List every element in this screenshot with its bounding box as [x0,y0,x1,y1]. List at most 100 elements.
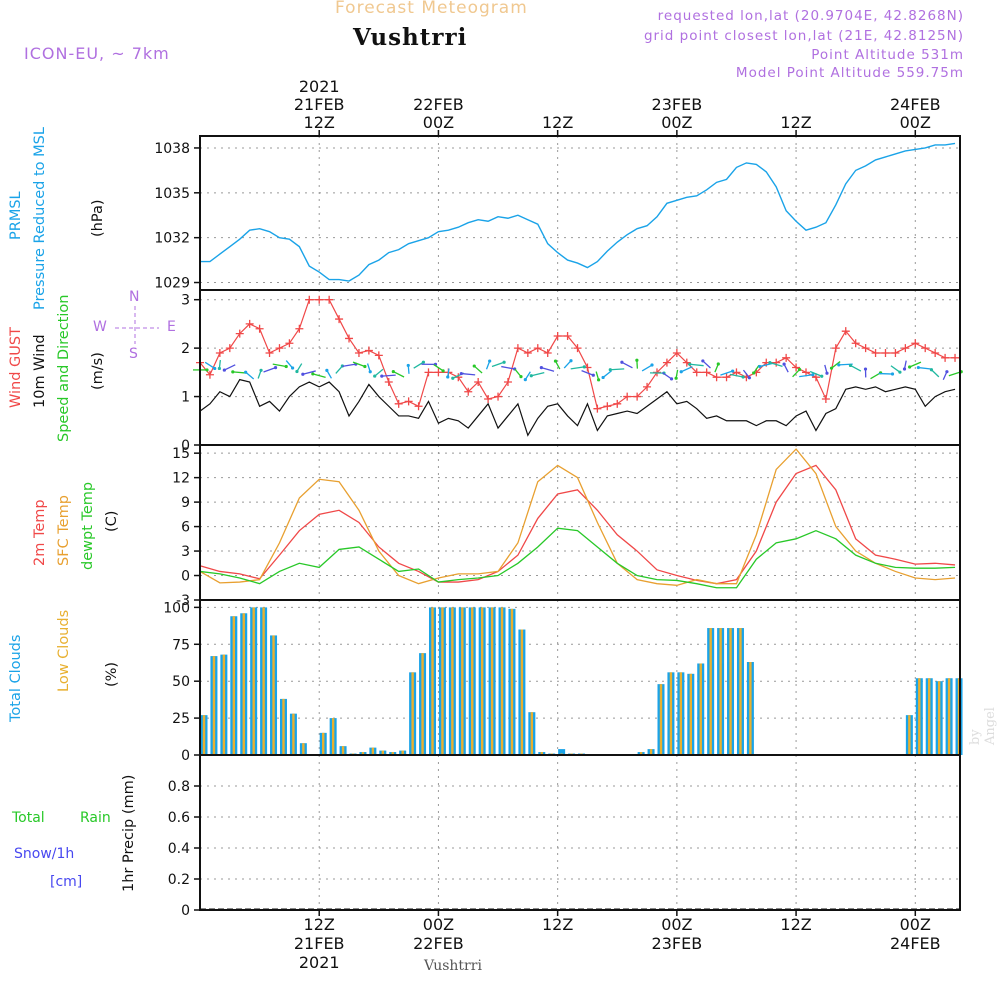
wind-arrow-head [231,370,235,374]
gust-marker [951,353,960,362]
wind-arrow-head [837,363,841,367]
gust-marker [484,394,493,403]
gust-marker [931,348,940,357]
wind-arrow-head [441,369,445,373]
low-cloud-bar [471,607,474,755]
wind-direction-arrow [729,373,744,378]
low-cloud-bar [411,672,414,755]
compass-w: W [93,319,107,335]
y-tick-label: 0 [181,438,190,454]
top-date-label: 23FEB [652,95,703,114]
wind-speed-dir-label: Speed and Direction [56,294,72,442]
wind-direction-arrow [263,367,276,373]
wind-arrow-head [898,370,902,374]
wind-arrow-head [259,368,263,372]
top-date-label: 21FEB [294,95,345,114]
low-cloud-bar [262,607,265,755]
low-cloud-bar [480,607,484,755]
gust-marker [374,351,383,360]
gust-marker [772,358,781,367]
low-cloud-bar [729,628,732,755]
wind-arrow-head [716,362,720,366]
wind-direction-arrow [792,369,801,378]
compass-s: S [129,346,138,362]
low-cloud-bar [490,607,494,755]
low-cloud-bar [461,607,464,755]
wind-arrow-head [569,359,573,363]
y-tick-label: 6 [181,520,190,536]
wind-direction-arrow [272,363,287,368]
gust-marker [235,329,244,338]
wind-arrow-head [752,371,756,375]
wind-direction-arrow [570,366,585,370]
gust-marker [325,295,334,304]
wind-arrow-head [782,362,786,366]
point-altitude: Point Altitude 531m [811,47,964,63]
low-cloud-bar [302,743,305,755]
gust-marker [494,392,503,401]
wind-arrow-head [421,360,426,364]
y-tick-label: 0 [181,903,190,919]
low-cloud-bar [947,678,951,755]
precip-total-label: Total [12,810,45,826]
wind-arrow-head [741,375,745,379]
wind-arrow-head [608,368,612,372]
gust-marker [305,295,314,304]
wind-direction-arrow [342,363,356,367]
gust-marker [911,339,920,348]
wind-direction-arrow [501,365,515,370]
wind-arrow-head [380,374,384,378]
wind-direction-arrow [541,367,555,372]
y-tick-label: 50 [172,674,190,690]
y-tick-label: 1032 [154,231,190,247]
wind-direction-arrow [335,365,343,374]
gust-marker [295,324,304,333]
low-cloud-bar [341,746,345,755]
wind-arrow-head [553,359,558,363]
gust-marker [682,358,691,367]
top-hour-label: 00Z [661,113,692,132]
wind-arrow-head [902,367,907,371]
gust-marker [851,339,860,348]
low-cloud-bar [649,749,653,755]
wind-direction-arrow [799,374,813,378]
wind-arrow-head [825,371,829,375]
footer-location: Vushtrri [424,958,482,974]
gust-marker [364,346,373,355]
gust-marker [225,344,234,353]
y-tick-label: 100 [163,600,190,616]
wind-direction-arrow [312,373,326,378]
low-cloud-bar [451,607,454,755]
wind-arrow-head [373,374,377,378]
gust-marker [543,348,552,357]
wind-direction-arrow [641,364,653,372]
wind-direction-arrow [702,360,711,369]
wind-arrow-head [758,364,762,369]
gust-marker [215,348,224,357]
wind-arrow-head [820,374,824,378]
y-tick-label: 0 [181,748,190,764]
gust-marker [205,370,214,379]
wind-direction-arrow [393,371,405,378]
model-name: ICON-EU, ~ 7km [24,44,170,63]
precip-rain-label: Rain [80,810,111,826]
wind-direction-arrow [918,366,933,370]
low-cloud-bar [242,613,245,755]
wind-arrow-head [290,366,295,370]
low-cloud-bar [540,752,543,755]
pressure-label-1: PRMSL [8,191,24,240]
low-cloud-bar [292,713,295,755]
temp-sfc-line [199,448,956,586]
low-cloud-bar [361,752,365,755]
gust-marker [523,348,532,357]
wind-direction-arrow [563,360,572,369]
wind-direction-arrow [413,361,424,369]
gust-marker [792,363,801,372]
low-cloud-bar [322,732,325,755]
wind-direction-arrow [610,368,625,371]
panel-frame [199,599,961,756]
wind-arrow-head [539,366,543,370]
gust-line [199,299,956,410]
wind-arrow-head [472,364,476,368]
